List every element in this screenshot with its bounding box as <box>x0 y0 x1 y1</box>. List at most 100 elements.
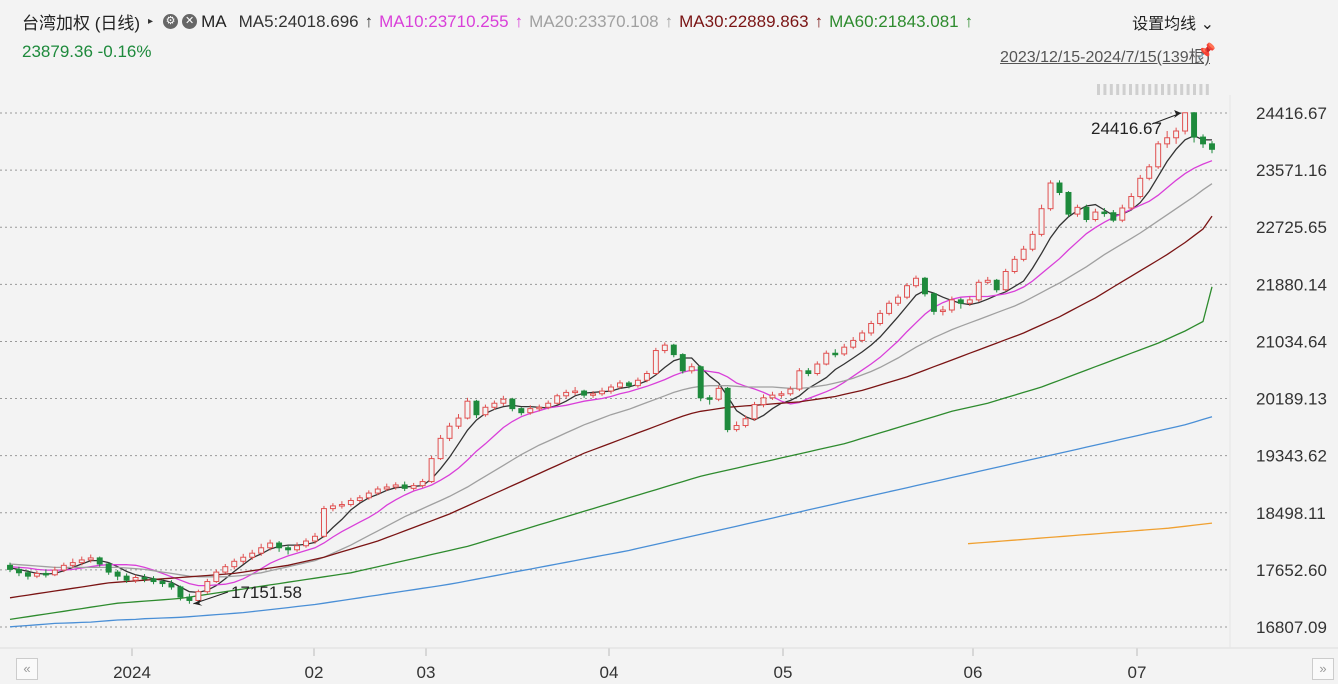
candle-up <box>868 323 875 334</box>
x-tick-label: 05 <box>774 663 793 682</box>
candle-up <box>590 393 597 396</box>
candle-down <box>123 575 130 581</box>
candle-up <box>383 486 390 490</box>
y-tick-label: 22725.65 <box>1256 218 1327 237</box>
candle-up <box>814 363 821 375</box>
candle-up <box>1047 182 1054 210</box>
marker-dot <box>1205 84 1209 95</box>
candle-down <box>105 563 112 573</box>
high-arrow-icon <box>1174 110 1182 118</box>
expand-arrow-icon[interactable]: ▸ <box>148 16 154 27</box>
candle-down <box>921 277 928 295</box>
candle-down <box>1209 143 1215 150</box>
candle-down <box>1200 136 1206 145</box>
candle-up <box>249 552 256 558</box>
candle-down <box>141 576 148 580</box>
marker-dot <box>1122 84 1126 95</box>
candle-up <box>51 569 58 576</box>
marker-dot <box>1180 84 1184 95</box>
ma5-arrow-icon: ↑ <box>364 11 374 31</box>
candle-down <box>1056 182 1063 193</box>
close-icon[interactable]: ✕ <box>182 14 198 29</box>
candle-up <box>1119 207 1126 221</box>
candle-up <box>527 408 534 414</box>
candle-down <box>96 557 103 565</box>
candle-up <box>913 277 919 287</box>
candle-down <box>930 293 937 312</box>
candle-down <box>276 542 283 549</box>
candle-down <box>670 344 677 356</box>
candle-up <box>410 485 417 489</box>
ma-line-ma5 <box>9 134 1213 594</box>
candle-up <box>428 458 435 483</box>
chevron-down-icon: ⌄ <box>1200 16 1214 33</box>
ma-settings-dropdown[interactable]: 设置均线 ⌄ <box>1132 10 1214 34</box>
candle-up <box>338 504 345 507</box>
candles <box>7 112 1215 604</box>
candle-up <box>213 571 220 583</box>
candle-up <box>60 564 67 571</box>
candle-up <box>455 417 462 427</box>
candle-up <box>841 346 848 355</box>
candle-down <box>1110 212 1117 221</box>
candle-up <box>303 540 309 547</box>
candle-up <box>536 406 543 410</box>
marker-dot <box>1116 84 1120 95</box>
candle-down <box>993 279 1000 291</box>
candle-up <box>643 373 650 381</box>
candle-up <box>787 388 794 395</box>
ma-line-ma60 <box>9 286 1213 621</box>
candle-down <box>1191 112 1198 138</box>
marker-dot <box>1186 84 1190 95</box>
candle-up <box>419 481 426 487</box>
candle-up <box>1128 196 1135 209</box>
y-axis-labels: 24416.67 23571.16 22725.65 21880.14 21034.64… <box>1256 104 1327 637</box>
y-tick-label: 21034.64 <box>1256 332 1327 351</box>
candle-up <box>312 535 318 542</box>
candle-up <box>365 492 372 499</box>
annotations: 24416.67 17151.58 <box>193 110 1182 606</box>
ma10-arrow-icon: ↑ <box>514 11 524 31</box>
candle-up <box>652 350 659 375</box>
candle-down <box>724 387 731 431</box>
gear-icon[interactable]: ⚙ <box>163 14 179 29</box>
candle-down <box>159 581 166 585</box>
y-tick-label: 17652.60 <box>1256 561 1327 580</box>
candle-up <box>1173 130 1180 139</box>
candle-down <box>625 382 632 387</box>
candle-down <box>581 390 588 396</box>
candle-up <box>1182 112 1189 132</box>
marker-dots <box>1097 84 1209 95</box>
marker-dot <box>1135 84 1139 95</box>
candle-up <box>294 545 301 551</box>
scroll-right-button[interactable]: » <box>1312 658 1334 680</box>
high-label: 24416.67 <box>1091 119 1162 138</box>
y-tick-label: 20189.13 <box>1256 390 1327 409</box>
candle-up <box>482 406 489 416</box>
candle-up <box>859 332 866 341</box>
pin-icon[interactable]: 📌 <box>1197 43 1216 60</box>
marker-dot <box>1148 84 1152 95</box>
moving-average-lines <box>9 134 1213 628</box>
candle-up <box>545 402 552 408</box>
candle-down <box>473 400 480 416</box>
date-range[interactable]: 2023/12/15-2024/7/15(139根) <box>1000 49 1210 66</box>
candle-up <box>886 302 893 314</box>
candle-up <box>356 497 363 501</box>
marker-dot <box>1167 84 1171 95</box>
candle-up <box>347 499 354 506</box>
index-title[interactable]: 台湾加权 (日线) <box>22 14 141 33</box>
scroll-left-button[interactable]: « <box>16 658 38 680</box>
ma-line-ma120 <box>9 416 1213 628</box>
ma-line-ma30 <box>9 215 1213 599</box>
candle-up <box>760 397 767 406</box>
candle-down <box>706 397 713 400</box>
candle-up <box>267 542 274 549</box>
candle-up <box>1074 206 1081 215</box>
candle-up <box>222 566 229 573</box>
candle-up <box>195 591 202 601</box>
candle-down <box>679 354 686 372</box>
candle-up <box>132 576 139 581</box>
candle-up <box>751 404 758 420</box>
